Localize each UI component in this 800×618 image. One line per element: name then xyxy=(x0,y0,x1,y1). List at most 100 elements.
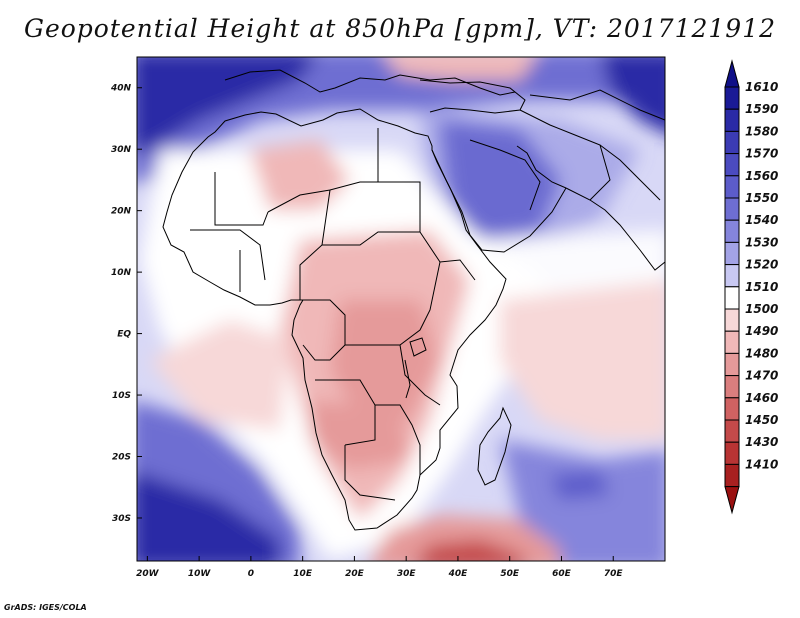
lon-tick-label: 40E xyxy=(448,569,469,579)
high-indian-patch xyxy=(550,470,610,500)
border-l xyxy=(190,229,266,281)
colorbar-label: 1520 xyxy=(745,258,778,272)
colorbar-swatch xyxy=(724,308,740,332)
colorbar-label: 1510 xyxy=(745,280,778,294)
high-northwest-core xyxy=(137,57,316,154)
colorbar-label: 1530 xyxy=(745,235,778,249)
high-arabia-outer xyxy=(420,110,640,250)
colorbar-swatch xyxy=(724,86,740,110)
colorbar-swatch xyxy=(724,108,740,132)
lat-tick-label: 20S xyxy=(112,453,131,463)
colorbar-swatch xyxy=(724,375,740,399)
colorbar-label: 1610 xyxy=(745,80,778,94)
africa-coastline xyxy=(162,108,507,531)
plot-frame xyxy=(136,56,666,562)
lat-tick-label: 10S xyxy=(112,391,131,401)
border-south-asia xyxy=(599,144,661,201)
border-b xyxy=(267,128,379,213)
colorbar-swatch xyxy=(724,441,740,465)
colorbar-label: 1410 xyxy=(745,457,778,471)
colorbar-label: 1430 xyxy=(745,435,778,449)
border-c xyxy=(299,189,331,300)
colorbar: 1610 1590 1580 1570 1560 1550 1540 1530 1520 1510… xyxy=(724,59,778,515)
colorbar-swatch xyxy=(724,153,740,177)
colorbar-swatch xyxy=(724,352,740,377)
lake-victoria xyxy=(409,337,427,357)
colorbar-swatch xyxy=(724,397,740,421)
turkey-coast xyxy=(419,79,526,114)
colorbar-label: 1590 xyxy=(745,102,778,116)
low-southern-africa-core xyxy=(310,400,410,470)
colorbar-label: 1540 xyxy=(745,213,778,227)
colorbar-label: 1490 xyxy=(745,324,778,338)
colorbar-label: 1560 xyxy=(745,169,778,183)
low-east-africa-core xyxy=(330,300,440,420)
border-a xyxy=(214,172,269,226)
credit-label: GrADS: IGES/COLA xyxy=(4,603,87,612)
colorbar-swatch xyxy=(724,241,740,266)
lon-tick-label: 10E xyxy=(293,569,313,579)
red-sea-east-coast xyxy=(431,149,567,253)
colorbar-swatch xyxy=(724,175,740,199)
border-d xyxy=(322,181,421,246)
border-arabia xyxy=(469,139,541,211)
low-atlantic-band xyxy=(150,320,290,430)
coastlines-and-borders xyxy=(162,69,665,531)
colorbar-label: 1500 xyxy=(745,302,778,316)
axis-ticks: 20W 10W 0 10E 20E 30E 40E 50E 60E 70E 40N 30N 20N 10N… xyxy=(110,84,623,579)
lon-tick-label: 20E xyxy=(345,569,365,579)
border-k xyxy=(399,344,441,406)
low-mediterranean xyxy=(385,57,536,80)
colorbar-swatch xyxy=(724,264,740,288)
border-j xyxy=(344,445,396,501)
high-southwest-core xyxy=(137,472,280,561)
colorbar-swatch xyxy=(724,463,740,488)
colorbar-bottom-arrow xyxy=(724,486,740,515)
lat-tick-label: 30S xyxy=(112,514,131,524)
lat-tick-label: 20N xyxy=(111,207,132,217)
low-southern-ocean-core xyxy=(417,540,524,561)
colorbar-swatch xyxy=(724,419,740,443)
colorbar-swatch xyxy=(724,286,740,310)
lat-tick-label: 10N xyxy=(111,268,132,278)
lon-tick-label: 20W xyxy=(136,569,160,579)
colorbar-label: 1450 xyxy=(745,413,778,427)
border-g xyxy=(345,261,441,346)
colorbar-swatch xyxy=(724,330,740,354)
border-e xyxy=(419,231,476,281)
colorbar-label: 1480 xyxy=(745,346,778,360)
persian-gulf xyxy=(516,145,567,189)
map-title: Geopotential Height at 850hPa [gpm], VT:… xyxy=(23,14,777,43)
lake-tanganyika xyxy=(404,359,411,399)
low-southern-ocean xyxy=(370,515,560,561)
colorbar-label: 1550 xyxy=(745,191,778,205)
colorbar-top-arrow xyxy=(724,59,740,88)
neutral-indian-band xyxy=(480,230,665,300)
low-indian-band xyxy=(500,280,665,440)
lon-tick-label: 70E xyxy=(604,569,624,579)
lat-tick-label: EQ xyxy=(117,330,131,340)
colorbar-label: 1470 xyxy=(745,369,778,383)
lat-tick-label: 30N xyxy=(111,145,132,155)
colorbar-swatch xyxy=(724,219,740,243)
low-sahara xyxy=(250,140,350,210)
high-south-indian xyxy=(500,440,665,561)
border-central-asia xyxy=(529,89,665,121)
colorbar-swatch xyxy=(724,197,740,221)
colorbar-label: 1570 xyxy=(745,147,778,161)
lon-tick-label: 0 xyxy=(248,569,254,579)
lat-tick-label: 40N xyxy=(110,84,132,94)
height-field xyxy=(137,57,665,561)
colorbar-label: 1580 xyxy=(745,124,778,138)
colorbar-swatch xyxy=(724,130,740,155)
lon-tick-label: 50E xyxy=(500,569,520,579)
colorbar-label: 1460 xyxy=(745,391,778,405)
lon-tick-label: 60E xyxy=(552,569,572,579)
lon-tick-label: 10W xyxy=(188,569,212,579)
lon-tick-label: 30E xyxy=(397,569,417,579)
border-iran xyxy=(519,109,611,201)
madagascar xyxy=(477,406,512,486)
europe-coast xyxy=(224,69,516,96)
border-i xyxy=(375,404,421,475)
